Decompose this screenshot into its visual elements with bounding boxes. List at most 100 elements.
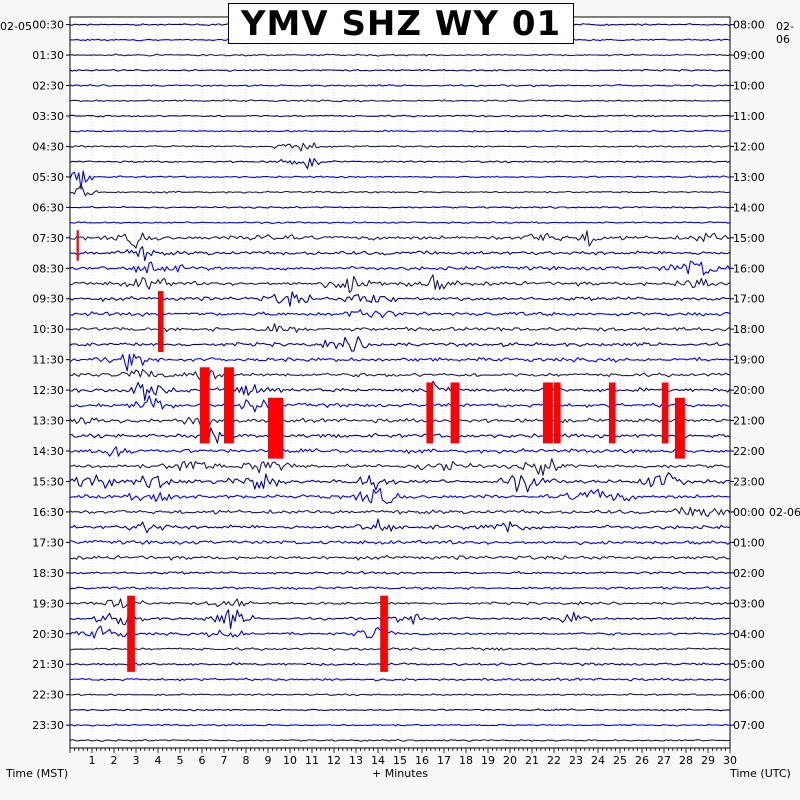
right-tick-label: 05:00 — [733, 658, 765, 671]
trace-line — [69, 99, 731, 103]
x-tick-label: 26 — [635, 754, 649, 767]
clipped-signal — [127, 595, 135, 672]
x-tick-label: 20 — [503, 754, 517, 767]
left-tick-label: 05:30 — [32, 171, 64, 184]
trace-line — [69, 205, 731, 209]
right-tick-label: 20:00 — [733, 384, 765, 397]
left-tick-label: 15:30 — [32, 475, 64, 488]
x-axis-title: + Minutes — [372, 767, 429, 780]
x-tick-label: 24 — [591, 754, 605, 767]
trace-line — [69, 625, 731, 639]
x-tick-label: 29 — [701, 754, 715, 767]
left-tick-label: 02:30 — [32, 80, 64, 93]
clipped-signal — [158, 291, 164, 353]
left-tick-label: 13:30 — [32, 415, 64, 428]
trace-line — [69, 646, 731, 651]
left-tick-label: 18:30 — [32, 567, 64, 580]
right-tick-label: 01:00 — [733, 536, 765, 549]
chart-title: YMV SHZ WY 01 — [228, 3, 574, 44]
left-tick-label: 14:30 — [32, 445, 64, 458]
x-tick-label: 6 — [199, 754, 206, 767]
clipped-signal — [426, 382, 433, 444]
x-tick-label: 22 — [547, 754, 561, 767]
x-tick-label: 2 — [111, 754, 118, 767]
x-tick-label: 27 — [657, 754, 671, 767]
right-tick-label: 12:00 — [733, 140, 765, 153]
trace-line — [69, 274, 731, 294]
trace-line — [69, 129, 731, 133]
trace-line — [69, 260, 731, 276]
x-tick-label: 18 — [459, 754, 473, 767]
trace-line — [69, 539, 731, 546]
trace-line — [69, 246, 731, 262]
clipped-signal — [675, 397, 685, 459]
x-tick-label: 11 — [305, 754, 319, 767]
clipped-signal — [450, 382, 460, 444]
trace-line — [69, 291, 731, 307]
trace-line — [69, 586, 731, 591]
right-tick-label: 02:00 — [733, 567, 765, 580]
left-tick-label: 09:30 — [32, 293, 64, 306]
right-date-label: 02-06 — [776, 20, 794, 46]
trace-line — [69, 83, 731, 88]
clipped-signal — [543, 382, 553, 444]
x-tick-label: 12 — [327, 754, 341, 767]
right-tick-label: 07:00 — [733, 719, 765, 732]
right-tick-label: 09:00 — [733, 49, 765, 62]
left-tick-label: 19:30 — [32, 597, 64, 610]
trace-line — [69, 170, 731, 190]
trace-line — [69, 395, 731, 413]
x-tick-label: 23 — [569, 754, 583, 767]
right-tick-label: 00:00 — [733, 506, 765, 519]
left-tick-label: 20:30 — [32, 628, 64, 641]
trace-line — [69, 380, 731, 402]
trace-line — [69, 68, 731, 72]
left-tick-label: 10:30 — [32, 323, 64, 336]
trace-line — [69, 221, 731, 225]
trace-line — [69, 157, 731, 170]
right-tick-label: 06:00 — [733, 689, 765, 702]
clipped-signal — [199, 367, 210, 444]
trace-line — [69, 142, 731, 152]
right-tick-label: 10:00 — [733, 80, 765, 93]
trace-line — [69, 662, 731, 667]
trace-line — [69, 738, 731, 742]
left-tick-label: 06:30 — [32, 201, 64, 214]
trace-line — [69, 446, 731, 457]
right-tick-label: 04:00 — [733, 628, 765, 641]
x-tick-label: 1 — [89, 754, 96, 767]
x-tick-label: 14 — [371, 754, 385, 767]
right-tick-label: 11:00 — [733, 110, 765, 123]
left-tick-label: 22:30 — [32, 689, 64, 702]
x-tick-label: 9 — [265, 754, 272, 767]
x-tick-label: 5 — [177, 754, 184, 767]
trace-line — [69, 323, 731, 333]
trace-line — [69, 230, 731, 249]
right-tick-label: 13:00 — [733, 171, 765, 184]
left-tick-label: 00:30 — [32, 19, 64, 32]
right-axis-title: Time (UTC) — [730, 767, 791, 780]
left-tick-label: 23:30 — [32, 719, 64, 732]
x-tick-label: 19 — [481, 754, 495, 767]
x-tick-label: 30 — [723, 754, 737, 767]
left-tick-label: 01:30 — [32, 49, 64, 62]
trace-line — [69, 708, 731, 712]
left-axis-title: Time (MST) — [6, 767, 69, 780]
right-tick-label: 08:00 — [733, 19, 765, 32]
trace-line — [69, 368, 731, 381]
trace-line — [69, 427, 731, 444]
left-tick-label: 16:30 — [32, 506, 64, 519]
trace-line — [69, 353, 731, 372]
x-tick-label: 4 — [155, 754, 162, 767]
trace-line — [69, 416, 731, 432]
left-tick-label: 04:30 — [32, 140, 64, 153]
trace-line — [69, 518, 731, 534]
trace-line — [69, 693, 731, 697]
clipped-signal — [380, 595, 388, 672]
right-tick-label: 14:00 — [733, 201, 765, 214]
right-tick-label: 03:00 — [733, 597, 765, 610]
right-tick-label: 16:00 — [733, 262, 765, 275]
trace-line — [69, 472, 731, 493]
x-tick-label: 8 — [243, 754, 250, 767]
